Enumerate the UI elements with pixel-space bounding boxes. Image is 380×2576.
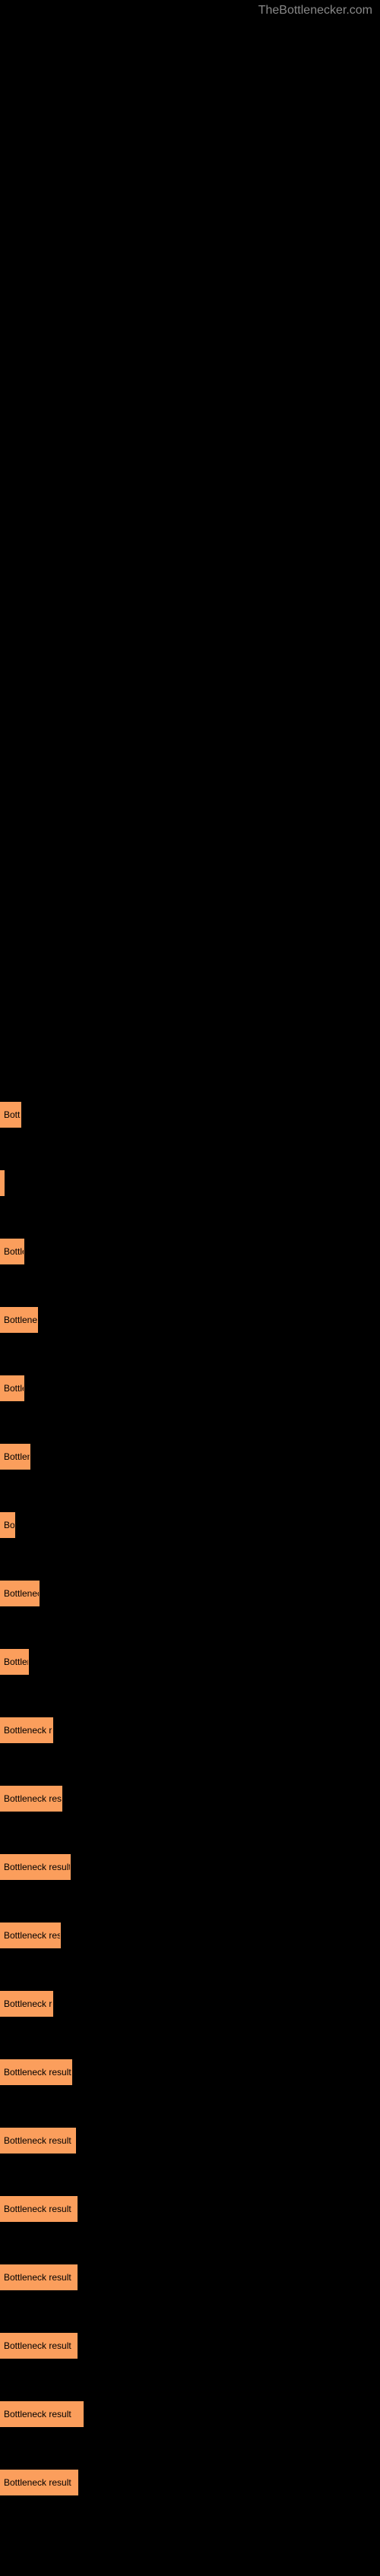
chart-bar: Bottlenec [0, 1581, 40, 1606]
bar-row: Bottlen [0, 1649, 380, 1675]
chart-bar: Bottleneck result [0, 2128, 76, 2154]
bar-row: Bottle [0, 1239, 380, 1264]
bar-row: Bottleneck result: [0, 1854, 380, 1880]
bar-row: Bott [0, 1102, 380, 1128]
bar-row: Bottleneck resu [0, 1923, 380, 1948]
bar-row: Bottleneck result [0, 2401, 380, 2427]
bar-row: Bottleneck result [0, 2196, 380, 2222]
bar-row: Bottleneck result: [0, 2059, 380, 2085]
bar-row: Bottleneck re [0, 1991, 380, 2017]
bar-row: Bottlenec [0, 1307, 380, 1333]
chart-bar: Bottle [0, 1239, 24, 1264]
chart-bar: Bottle [0, 1375, 24, 1401]
chart-bar: Bott [0, 1102, 21, 1128]
bar-row [0, 1170, 380, 1196]
chart-bar [0, 1170, 5, 1196]
chart-bar: Bottleneck result [0, 2264, 78, 2290]
bar-row: Bottleneck resu [0, 1786, 380, 1812]
chart-bar: Bottleneck result [0, 2333, 78, 2359]
bar-row: Bottleneck result [0, 2128, 380, 2154]
chart-bar: Bottlen [0, 1444, 30, 1470]
watermark-text: TheBottlenecker.com [258, 4, 372, 17]
bar-row: Bottleneck result [0, 2333, 380, 2359]
chart-bar: Bottleneck result [0, 2196, 78, 2222]
bar-chart: Bott Bottle Bottlenec Bottle Bottlen Bo Bottle… [0, 0, 380, 2576]
chart-bar: Bottleneck re [0, 1717, 53, 1743]
chart-bar: Bottleneck result [0, 2470, 78, 2495]
bar-row: Bottleneck re [0, 1717, 380, 1743]
bar-row: Bottlenec [0, 1581, 380, 1606]
bar-row: Bottle [0, 1375, 380, 1401]
chart-bar: Bo [0, 1512, 15, 1538]
chart-bar: Bottleneck result: [0, 1854, 71, 1880]
bar-row: Bottleneck result [0, 2264, 380, 2290]
bar-row: Bottleneck result [0, 2470, 380, 2495]
chart-bar: Bottleneck result: [0, 2059, 72, 2085]
bar-row: Bo [0, 1512, 380, 1538]
chart-bar: Bottlen [0, 1649, 29, 1675]
chart-bar: Bottleneck result [0, 2401, 84, 2427]
chart-bar: Bottleneck re [0, 1991, 53, 2017]
chart-bar: Bottleneck resu [0, 1923, 61, 1948]
chart-bar: Bottleneck resu [0, 1786, 62, 1812]
bar-row: Bottlen [0, 1444, 380, 1470]
chart-bar: Bottlenec [0, 1307, 38, 1333]
